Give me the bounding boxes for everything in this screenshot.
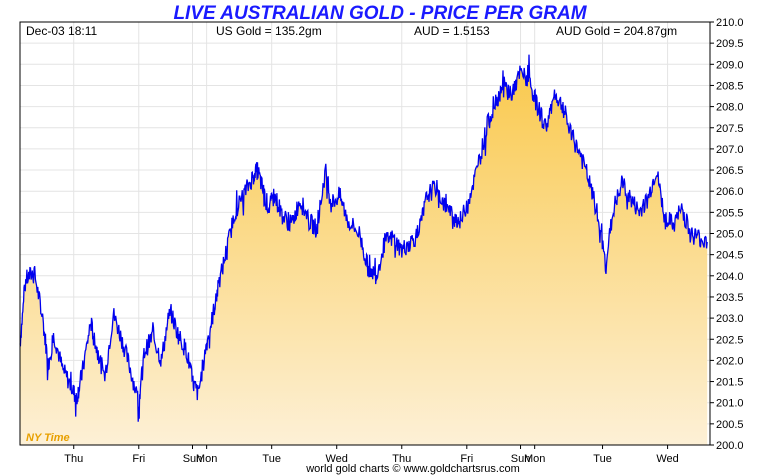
y-tick-label: 202.5: [716, 334, 744, 346]
y-tick-label: 206.0: [716, 186, 744, 198]
y-tick-label: 200.0: [716, 440, 744, 452]
y-tick-label: 206.5: [716, 165, 744, 177]
x-tick-label: Thu: [392, 453, 411, 465]
info-us-gold: US Gold = 135.2gm: [216, 24, 322, 38]
x-tick-label: Sun: [511, 453, 531, 465]
y-tick-label: 209.5: [716, 38, 744, 50]
y-tick-label: 202.0: [716, 355, 744, 367]
y-tick-label: 201.5: [716, 377, 744, 389]
y-tick-label: 207.5: [716, 123, 744, 135]
x-tick-label: Wed: [326, 453, 348, 465]
y-tick-label: 205.5: [716, 207, 744, 219]
chart-footer: world gold charts © www.goldchartsrus.co…: [305, 463, 520, 475]
price-line: [19, 54, 708, 422]
chart-title: LIVE AUSTRALIAN GOLD - PRICE PER GRAM: [173, 3, 587, 24]
y-tick-label: 207.0: [716, 144, 744, 156]
y-tick-label: 200.5: [716, 419, 744, 431]
x-tick-label: Fri: [460, 453, 473, 465]
y-tick-label: 203.5: [716, 292, 744, 304]
y-tick-label: 210.0: [716, 17, 744, 29]
x-tick-label: Tue: [262, 453, 281, 465]
y-tick-label: 205.0: [716, 229, 744, 241]
y-tick-label: 204.0: [716, 271, 744, 283]
timezone-label: NY Time: [26, 432, 70, 444]
x-tick-label: Sun: [183, 453, 203, 465]
y-tick-label: 208.5: [716, 80, 744, 92]
x-tick-label: Thu: [64, 453, 83, 465]
y-tick-label: 201.0: [716, 398, 744, 410]
x-tick-label: Tue: [593, 453, 612, 465]
y-axis-ticks: 200.0 200.5 201.0 201.5 202.0 202.5 203.0 203.5…: [710, 17, 744, 452]
x-tick-label: Fri: [132, 453, 145, 465]
y-tick-label: 208.0: [716, 102, 744, 114]
y-tick-label: 204.5: [716, 250, 744, 262]
x-tick-label: Wed: [656, 453, 678, 465]
info-datetime: Dec-03 18:11: [26, 24, 97, 38]
x-tick-label: Mon: [196, 453, 217, 465]
y-tick-label: 209.0: [716, 59, 744, 71]
x-tick-label: Mon: [524, 453, 545, 465]
info-aud-rate: AUD = 1.5153: [414, 24, 490, 38]
info-aud-gold: AUD Gold = 204.87gm: [556, 24, 677, 38]
y-tick-label: 203.0: [716, 313, 744, 325]
price-area-fill: [20, 54, 708, 445]
